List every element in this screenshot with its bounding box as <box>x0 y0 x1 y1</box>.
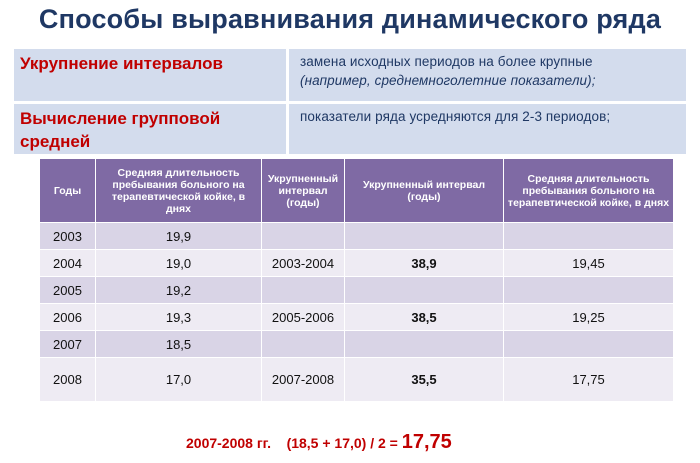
method-description: показатели ряда усредняются для 2-3 пери… <box>292 104 686 154</box>
cell-days: 19,9 <box>95 222 262 250</box>
method-row-aggregation: Укрупнение интервалов замена исходных пе… <box>14 49 686 101</box>
cell-interval <box>261 276 345 304</box>
cell-avg: 19,45 <box>503 249 674 277</box>
cell-sum: 38,9 <box>344 249 504 277</box>
divider <box>286 104 289 154</box>
cell-sum <box>344 330 504 358</box>
col-header-interval: Укрупненный интервал (годы) <box>261 158 345 223</box>
cell-interval <box>261 330 345 358</box>
cell-year: 2007 <box>39 330 96 358</box>
table-row: 2004 19,0 2003-2004 38,9 19,45 <box>39 249 674 277</box>
col-header-avg-days: Средняя длительность пребывания больного… <box>95 158 262 223</box>
cell-days: 18,5 <box>95 330 262 358</box>
col-header-years: Годы <box>39 158 96 223</box>
table-row: 2005 19,2 <box>39 276 674 304</box>
col-header-interval-sum: Укрупненный интервал (годы) <box>344 158 504 223</box>
cell-days: 19,3 <box>95 303 262 331</box>
table-row: 2006 19,3 2005-2006 38,5 19,25 <box>39 303 674 331</box>
cell-interval: 2005-2006 <box>261 303 345 331</box>
page-title: Способы выравнивания динамического ряда <box>38 4 662 34</box>
formula-expression: (18,5 + 17,0) / 2 = <box>286 435 398 451</box>
cell-year: 2005 <box>39 276 96 304</box>
cell-days: 19,2 <box>95 276 262 304</box>
method-desc-line: показатели ряда усредняются для 2-3 пери… <box>300 109 611 124</box>
cell-avg <box>503 222 674 250</box>
data-table: Годы Средняя длительность пребывания бол… <box>39 158 674 402</box>
cell-sum <box>344 222 504 250</box>
cell-sum-highlight: 35,5 <box>344 357 504 402</box>
table-header-row: Годы Средняя длительность пребывания бол… <box>39 158 674 223</box>
cell-year: 2003 <box>39 222 96 250</box>
cell-avg: 19,25 <box>503 303 674 331</box>
cell-avg <box>503 276 674 304</box>
col-header-interval-avg: Средняя длительность пребывания больного… <box>503 158 674 223</box>
cell-year: 2004 <box>39 249 96 277</box>
table-row: 2003 19,9 <box>39 222 674 250</box>
cell-sum: 38,5 <box>344 303 504 331</box>
formula-label: 2007-2008 гг. <box>186 435 271 451</box>
formula-result: 17,75 <box>401 431 452 453</box>
cell-avg-highlight: 17,75 <box>503 357 674 402</box>
divider <box>286 49 289 101</box>
table-row: 2007 18,5 <box>39 330 674 358</box>
method-desc-line-italic: (например, среднемноголетние показатели)… <box>300 73 596 88</box>
cell-year: 2008 <box>39 357 96 402</box>
cell-sum <box>344 276 504 304</box>
method-name: Укрупнение интервалов <box>20 54 223 73</box>
cell-interval: 2007-2008 <box>261 357 345 402</box>
method-desc-line: замена исходных периодов на более крупны… <box>300 54 593 69</box>
method-row-group-average: Вычисление групповой средней показатели … <box>14 104 686 154</box>
cell-year: 2006 <box>39 303 96 331</box>
cell-interval <box>261 222 345 250</box>
method-description: замена исходных периодов на более крупны… <box>292 49 686 101</box>
cell-days: 17,0 <box>95 357 262 402</box>
method-name: Вычисление групповой средней <box>20 109 221 151</box>
cell-days: 19,0 <box>95 249 262 277</box>
table-row: 2008 17,0 2007-2008 35,5 17,75 <box>39 357 674 402</box>
calculation-formula: 2007-2008 гг. (18,5 + 17,0) / 2 = 17,75 <box>186 431 452 454</box>
cell-avg <box>503 330 674 358</box>
cell-interval: 2003-2004 <box>261 249 345 277</box>
